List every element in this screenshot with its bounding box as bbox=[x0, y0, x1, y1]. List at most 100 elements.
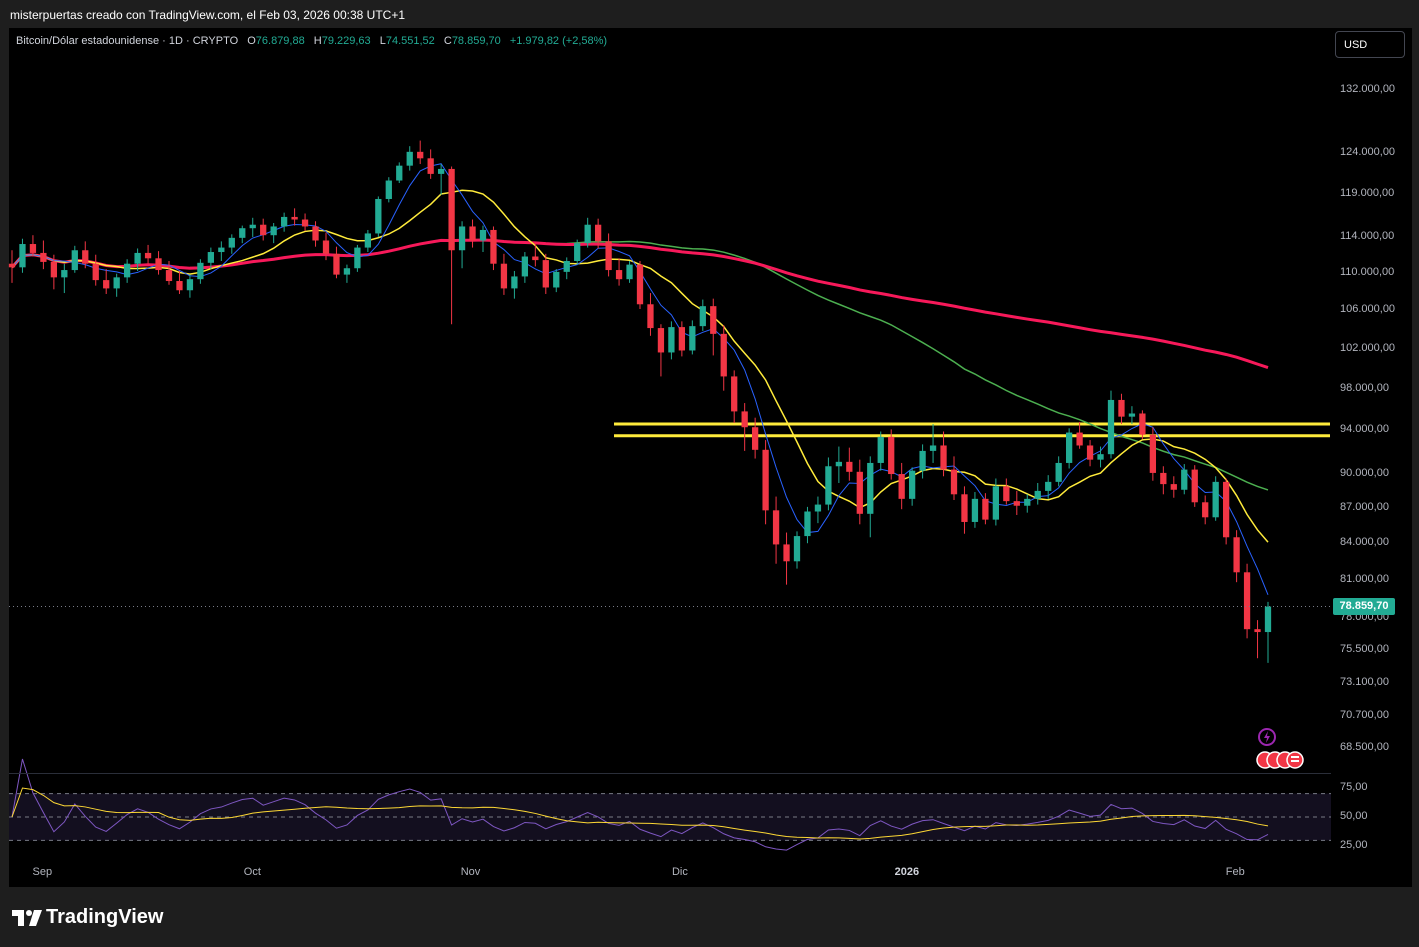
candle-body bbox=[856, 471, 863, 514]
candle-body bbox=[186, 279, 194, 291]
chart-area[interactable] bbox=[9, 28, 1412, 887]
candle-body bbox=[908, 470, 916, 499]
economic-events-icon[interactable] bbox=[1255, 750, 1307, 775]
price-tick: 87.000,00 bbox=[1340, 501, 1389, 514]
candle-body bbox=[1065, 432, 1073, 463]
candle-body bbox=[689, 326, 696, 351]
currency-button[interactable]: USD bbox=[1335, 31, 1405, 58]
price-tick: 106.000,00 bbox=[1340, 302, 1396, 315]
candle-body bbox=[280, 216, 288, 227]
candle-body bbox=[113, 277, 120, 289]
candle-body bbox=[835, 461, 843, 467]
candle-body bbox=[197, 262, 204, 280]
time-tick: Feb bbox=[1225, 866, 1245, 878]
candle-body bbox=[710, 306, 717, 334]
price-tick: 81.000,00 bbox=[1340, 572, 1389, 585]
header-bar: misterpuertas creado con TradingView.com… bbox=[0, 0, 1419, 28]
candle-body bbox=[270, 226, 277, 236]
candle-body bbox=[731, 376, 738, 412]
price-tick: 124.000,00 bbox=[1340, 145, 1396, 158]
candle-body bbox=[825, 466, 832, 505]
candle-body bbox=[1243, 572, 1251, 630]
candle-body bbox=[971, 498, 979, 522]
candle-body bbox=[574, 243, 581, 262]
candle-body bbox=[1118, 399, 1125, 417]
candle-body bbox=[553, 271, 560, 288]
candle-body bbox=[82, 250, 89, 264]
candle-body bbox=[720, 333, 727, 377]
candle-body bbox=[249, 224, 256, 229]
price-tick: 119.000,00 bbox=[1340, 186, 1395, 199]
candle-body bbox=[406, 151, 413, 166]
candle-body bbox=[239, 228, 246, 238]
candle-body bbox=[542, 260, 549, 288]
candle-body bbox=[636, 264, 644, 305]
candle-body bbox=[846, 461, 853, 472]
price-tick: 102.000,00 bbox=[1340, 341, 1396, 354]
close-label: C bbox=[443, 35, 452, 47]
candle-body bbox=[1107, 399, 1115, 455]
candle-body bbox=[1024, 498, 1031, 506]
open-value: 76.879,88 bbox=[255, 35, 305, 47]
lightning-icon[interactable] bbox=[1257, 727, 1277, 752]
tradingview-logo[interactable]: TradingView bbox=[12, 906, 163, 929]
candle-body bbox=[762, 449, 769, 511]
close-value: 78.859,70 bbox=[451, 35, 501, 47]
candle-body bbox=[40, 252, 47, 262]
pane-separator[interactable] bbox=[9, 773, 1331, 774]
candle-body bbox=[678, 327, 686, 351]
candle-body bbox=[1086, 445, 1094, 460]
candle-body bbox=[343, 268, 351, 275]
price-tick: 94.000,00 bbox=[1340, 423, 1389, 436]
candle-body bbox=[479, 229, 487, 241]
price-tick: 110.000,00 bbox=[1340, 265, 1395, 278]
candle-body bbox=[626, 264, 633, 280]
candle-body bbox=[888, 436, 895, 475]
brand-name: TradingView bbox=[46, 906, 164, 928]
price-tick: 75.500,00 bbox=[1340, 643, 1389, 656]
candle-body bbox=[19, 244, 26, 268]
time-tick: Oct bbox=[243, 866, 261, 878]
candle-body bbox=[772, 510, 780, 545]
candle-body bbox=[207, 252, 215, 263]
symbol-name[interactable]: Bitcoin/Dólar estadounidense · 1D · CRYP… bbox=[16, 35, 239, 47]
candle-body bbox=[260, 224, 267, 236]
symbol-legend: Bitcoin/Dólar estadounidense · 1D · CRYP… bbox=[16, 35, 607, 47]
candle-body bbox=[1149, 434, 1157, 473]
candle-body bbox=[385, 180, 392, 199]
header-caption: misterpuertas creado con TradingView.com… bbox=[10, 8, 405, 22]
candle-body bbox=[741, 411, 748, 428]
candle-body bbox=[919, 450, 926, 471]
candle-body bbox=[961, 494, 968, 522]
candle-body bbox=[594, 224, 602, 242]
rsi-tick: 50,00 bbox=[1340, 810, 1368, 822]
price-tick: 132.000,00 bbox=[1340, 82, 1396, 95]
candle-body bbox=[165, 270, 173, 282]
time-tick: Dic bbox=[671, 866, 688, 878]
low-value: 74.551,52 bbox=[385, 35, 435, 47]
candle-body bbox=[458, 226, 466, 251]
candle-body bbox=[1212, 481, 1219, 518]
candle-body bbox=[103, 280, 110, 289]
candle-body bbox=[929, 445, 937, 451]
candle-body bbox=[950, 469, 958, 495]
candle-body bbox=[699, 306, 706, 327]
candle-body bbox=[218, 247, 225, 253]
candle-body bbox=[123, 263, 131, 278]
price-tick: 98.000,00 bbox=[1340, 381, 1389, 394]
time-tick: Sep bbox=[32, 866, 53, 878]
candle-body bbox=[1191, 469, 1198, 503]
ma-fast-line bbox=[11, 163, 1269, 596]
candle-body bbox=[144, 252, 152, 259]
price-tick: 73.100,00 bbox=[1340, 675, 1389, 688]
tradingview-logo-icon bbox=[12, 909, 42, 926]
candle-body bbox=[92, 263, 99, 281]
candle-body bbox=[1202, 502, 1209, 518]
candle-body bbox=[814, 504, 822, 512]
candle-body bbox=[29, 244, 37, 253]
candle-body bbox=[228, 237, 235, 248]
candle-body bbox=[50, 261, 58, 278]
open-label: O bbox=[247, 35, 256, 47]
candle-body bbox=[322, 240, 330, 254]
